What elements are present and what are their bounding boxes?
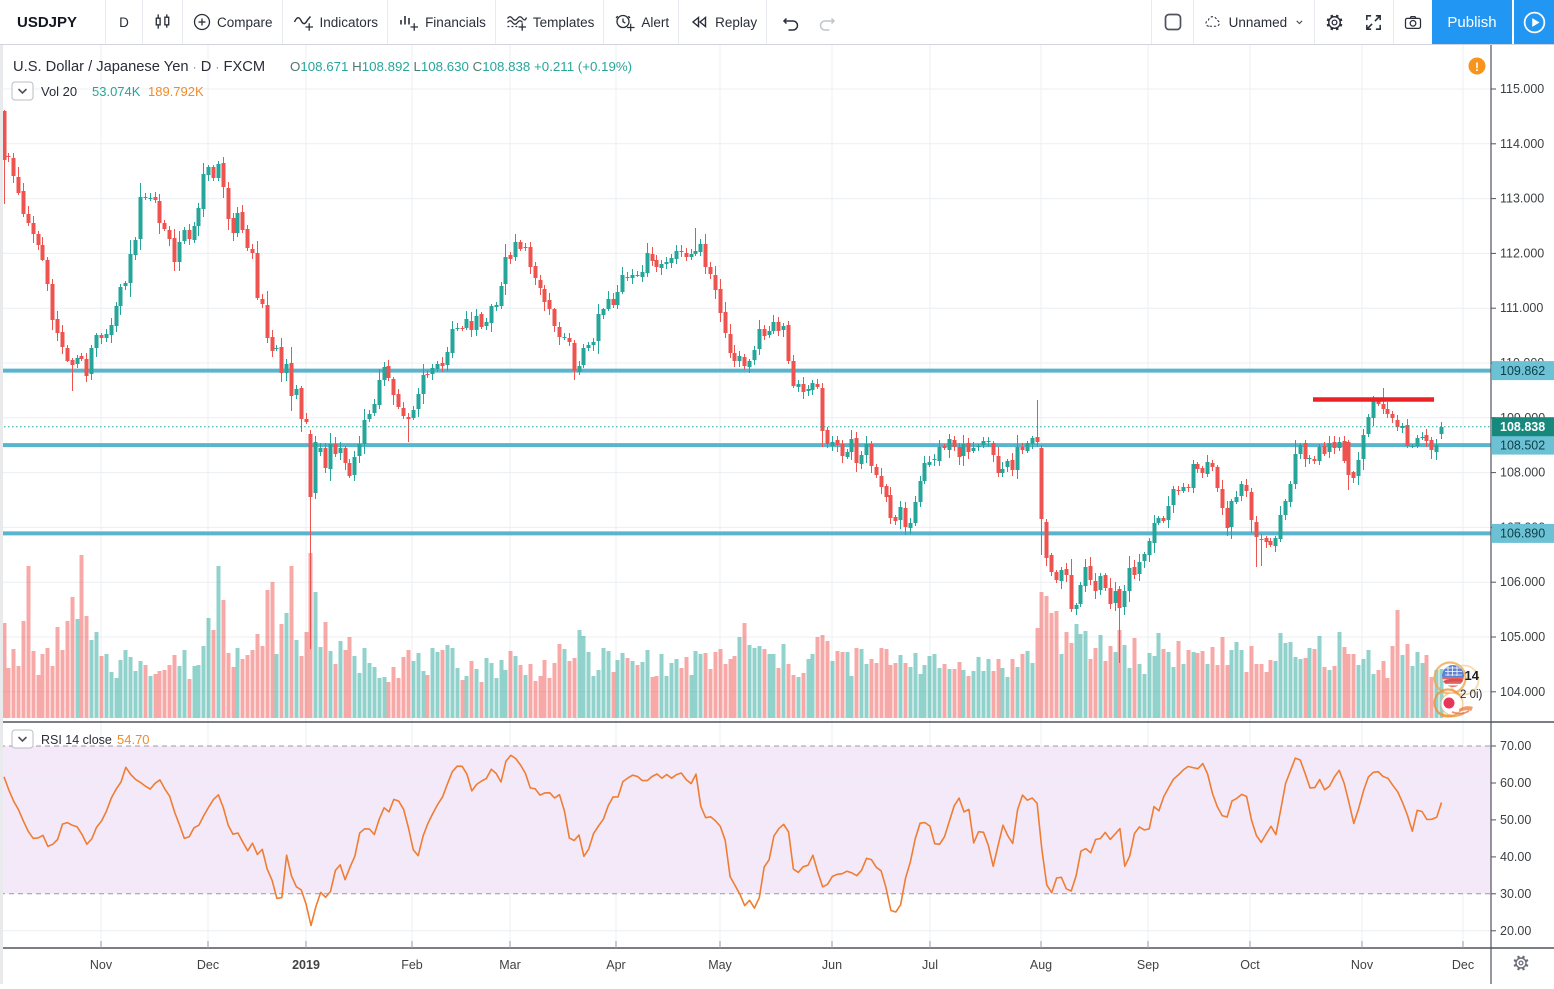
svg-text:54.70: 54.70 xyxy=(117,732,150,747)
svg-text:O108.671 H108.892 L108.630 C10: O108.671 H108.892 L108.630 C108.838 +0.2… xyxy=(290,59,632,74)
svg-text:Nov: Nov xyxy=(90,958,113,972)
svg-text:Sep: Sep xyxy=(1137,958,1159,972)
svg-text:50.00: 50.00 xyxy=(1500,813,1531,827)
svg-text:60.00: 60.00 xyxy=(1500,776,1531,790)
svg-text:108.000: 108.000 xyxy=(1500,466,1545,480)
svg-text:Jul: Jul xyxy=(922,958,938,972)
svg-text:Feb: Feb xyxy=(401,958,423,972)
svg-text:108.502: 108.502 xyxy=(1500,438,1545,452)
svg-text:189.792K: 189.792K xyxy=(148,84,204,99)
svg-text:2019: 2019 xyxy=(292,958,320,972)
svg-text:113.000: 113.000 xyxy=(1500,192,1544,206)
svg-text:106.890: 106.890 xyxy=(1500,527,1545,541)
svg-text:104.000: 104.000 xyxy=(1500,685,1545,699)
svg-text:105.000: 105.000 xyxy=(1500,630,1545,644)
svg-text:Dec: Dec xyxy=(1452,958,1474,972)
svg-text:Jun: Jun xyxy=(822,958,842,972)
svg-text:May: May xyxy=(708,958,732,972)
svg-text:U.S. Dollar / Japanese Yen · D: U.S. Dollar / Japanese Yen · D · FXCM xyxy=(13,59,265,75)
svg-text:Oct: Oct xyxy=(1240,958,1260,972)
svg-text:Apr: Apr xyxy=(606,958,625,972)
svg-text:Dec: Dec xyxy=(197,958,219,972)
svg-text:112.000: 112.000 xyxy=(1500,246,1544,260)
svg-text:Aug: Aug xyxy=(1030,958,1052,972)
svg-text:111.000: 111.000 xyxy=(1500,301,1543,315)
svg-text:Nov: Nov xyxy=(1351,958,1374,972)
svg-text:108.838: 108.838 xyxy=(1500,420,1545,434)
svg-text:RSI 14 close: RSI 14 close xyxy=(41,733,112,747)
svg-text:53.074K: 53.074K xyxy=(92,84,141,99)
svg-text:Mar: Mar xyxy=(499,958,521,972)
svg-text:Vol 20: Vol 20 xyxy=(41,84,77,99)
svg-text:2 0i): 2 0i) xyxy=(1460,689,1483,701)
svg-text:70.00: 70.00 xyxy=(1500,739,1531,753)
svg-text:115.000: 115.000 xyxy=(1500,82,1544,96)
svg-text:40.00: 40.00 xyxy=(1500,850,1531,864)
svg-text:106.000: 106.000 xyxy=(1500,575,1545,589)
svg-text:!: ! xyxy=(1475,60,1479,74)
svg-text:109.862: 109.862 xyxy=(1500,364,1545,378)
svg-text:14: 14 xyxy=(1465,668,1480,683)
svg-text:30.00: 30.00 xyxy=(1500,887,1531,901)
svg-text:114.000: 114.000 xyxy=(1500,137,1544,151)
svg-text:20.00: 20.00 xyxy=(1500,924,1531,938)
